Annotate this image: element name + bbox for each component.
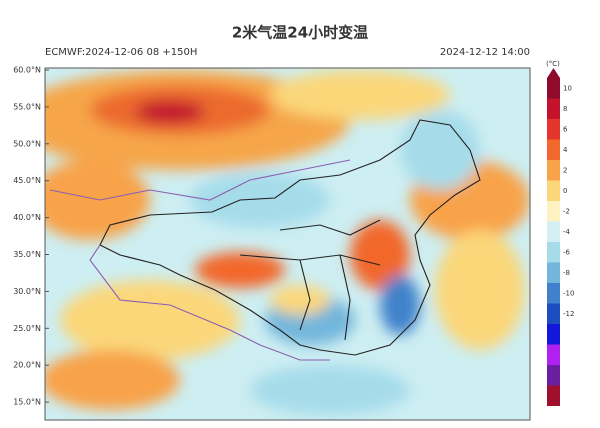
colorbar-top-arrow <box>547 68 560 78</box>
colorbar-segment <box>547 119 560 140</box>
colorbar-segment <box>547 98 560 119</box>
colorbar-unit: (°C) <box>546 60 560 68</box>
colorbar-segment <box>547 242 560 263</box>
colorbar-label: 2 <box>563 166 567 174</box>
map-frame <box>44 67 531 421</box>
title: 2米气温24小时变温 <box>232 24 368 42</box>
latitude-label: 15.0°N <box>13 398 41 407</box>
colorbar-segment <box>547 160 560 181</box>
colorbar-segment <box>547 180 560 201</box>
latitude-label: 20.0°N <box>13 361 41 370</box>
latitude-label: 45.0°N <box>13 176 41 185</box>
colorbar-segment <box>547 385 560 406</box>
colorbar-segment <box>547 262 560 283</box>
latitude-label: 60.0°N <box>13 66 41 75</box>
latitude-label: 25.0°N <box>13 324 41 333</box>
map <box>45 68 530 420</box>
valid-time: 2024-12-12 14:00 <box>440 47 530 58</box>
colorbar-segment <box>547 324 560 345</box>
colorbar-label: -4 <box>563 228 571 236</box>
colorbar-label: -8 <box>563 269 570 277</box>
colorbar-label: -12 <box>563 310 574 318</box>
model-run: ECMWF:2024-12-06 08 +150H <box>45 47 197 58</box>
colorbar-label: 0 <box>563 187 567 195</box>
latitude-label: 40.0°N <box>13 213 41 222</box>
colorbar-label: -10 <box>563 289 574 297</box>
latitude-label: 30.0°N <box>13 287 41 296</box>
colorbar-segment <box>547 303 560 324</box>
colorbar-segment <box>547 221 560 242</box>
colorbar-label: -6 <box>563 248 571 256</box>
colorbar-segment <box>547 365 560 386</box>
colorbar-label: 8 <box>563 105 567 113</box>
colorbar-label: 6 <box>563 125 568 133</box>
colorbar-segment <box>547 139 560 160</box>
latitude-labels: 60.0°N 55.0°N 50.0°N 45.0°N 40.0°N 35.0°N 30.0… <box>13 66 49 407</box>
colorbar-segment <box>547 344 560 365</box>
colorbar: (°C) 10 8 6 4 2 0 -2 -4 -6 -8 -10 -12 <box>546 60 574 406</box>
colorbar-label: 4 <box>563 146 568 154</box>
latitude-label: 50.0°N <box>13 139 41 148</box>
latitude-label: 35.0°N <box>13 250 41 259</box>
colorbar-segment <box>547 201 560 222</box>
colorbar-label: -2 <box>563 207 570 215</box>
latitude-label: 55.0°N <box>13 102 41 111</box>
colorbar-label: 10 <box>563 84 572 92</box>
colorbar-segment <box>547 283 560 304</box>
colorbar-segment <box>547 78 560 99</box>
